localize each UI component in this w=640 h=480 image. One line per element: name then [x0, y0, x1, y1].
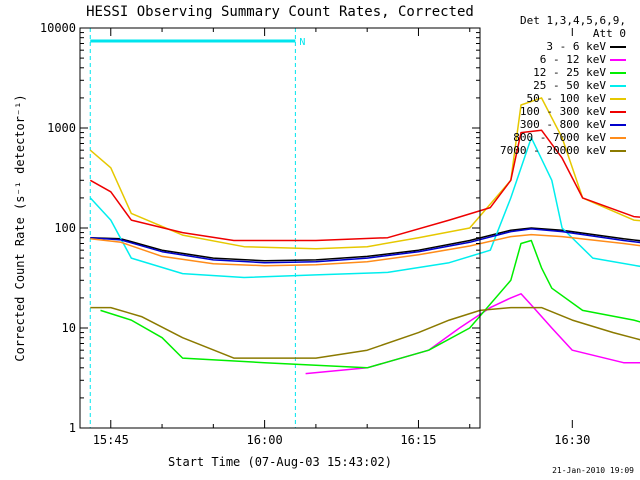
- y-tick-label-4: 10000: [40, 21, 76, 35]
- legend-title-line-2: Att 0: [592, 27, 626, 40]
- legend-label: 800 - 7000 keV: [513, 131, 606, 144]
- series-line-4: [89, 97, 640, 250]
- series-line-0: [90, 227, 640, 262]
- series-line-6: [90, 228, 640, 264]
- legend-entry-0: 3 - 6 keV: [486, 40, 636, 53]
- legend-entry-1: 6 - 12 keV: [486, 53, 636, 66]
- legend-swatch: [610, 137, 626, 139]
- legend-swatch: [610, 85, 626, 87]
- y-tick-label-3: 1000: [47, 121, 76, 135]
- generation-timestamp: 21-Jan-2010 19:09: [552, 466, 634, 475]
- legend-swatch: [610, 98, 626, 100]
- flag-label-0: N: [299, 37, 305, 48]
- legend-label: 300 - 800 keV: [519, 118, 606, 131]
- legend-swatch: [610, 72, 626, 74]
- legend-entry-8: 7000 - 20000 keV: [486, 144, 636, 157]
- series-line-1: [305, 293, 640, 375]
- legend-label: 7000 - 20000 keV: [500, 144, 606, 157]
- legend-entry-2: 12 - 25 keV: [486, 66, 636, 79]
- legend-entry-4: 50 - 100 keV: [486, 92, 636, 105]
- series-line-2: [100, 239, 640, 369]
- x-axis-label: Start Time (07-Aug-03 15:43:02): [168, 455, 392, 469]
- x-tick-label-1: 16:00: [247, 433, 283, 447]
- legend-label: 100 - 300 keV: [519, 105, 606, 118]
- legend-label: 50 - 100 keV: [526, 92, 606, 105]
- x-tick-label-2: 16:15: [400, 433, 436, 447]
- legend-title-line-1: Det 1,3,4,5,6,9,: [520, 14, 626, 27]
- legend-label: 25 - 50 keV: [533, 79, 606, 92]
- legend-swatch: [610, 111, 626, 113]
- legend-swatch: [610, 124, 626, 126]
- legend-label: 12 - 25 keV: [533, 66, 606, 79]
- series-line-3: [89, 136, 640, 279]
- chart-title: HESSI Observing Summary Count Rates, Cor…: [86, 4, 474, 20]
- series-line-7: [90, 233, 640, 267]
- legend-swatch: [610, 150, 626, 152]
- legend-entry-5: 100 - 300 keV: [486, 105, 636, 118]
- chart-legend: Det 1,3,4,5,6,9, Att 0 3 - 6 keV 6 - 12 k…: [486, 14, 636, 157]
- y-axis-label: Corrected Count Rate (s⁻¹ detector⁻¹): [13, 94, 27, 361]
- legend-label: 6 - 12 keV: [539, 53, 606, 66]
- y-tick-label-2: 100: [54, 221, 76, 235]
- series-line-8: [90, 306, 640, 359]
- x-tick-label-3: 16:30: [554, 433, 590, 447]
- x-tick-label-0: 15:45: [93, 433, 129, 447]
- legend-entry-6: 300 - 800 keV: [486, 118, 636, 131]
- legend-swatch: [610, 59, 626, 61]
- y-tick-label-1: 10: [62, 321, 76, 335]
- legend-entry-3: 25 - 50 keV: [486, 79, 636, 92]
- series-line-5: [89, 129, 640, 242]
- legend-entry-7: 800 - 7000 keV: [486, 131, 636, 144]
- y-tick-label-0: 1: [69, 421, 76, 435]
- legend-swatch: [610, 46, 626, 48]
- legend-label: 3 - 6 keV: [546, 40, 606, 53]
